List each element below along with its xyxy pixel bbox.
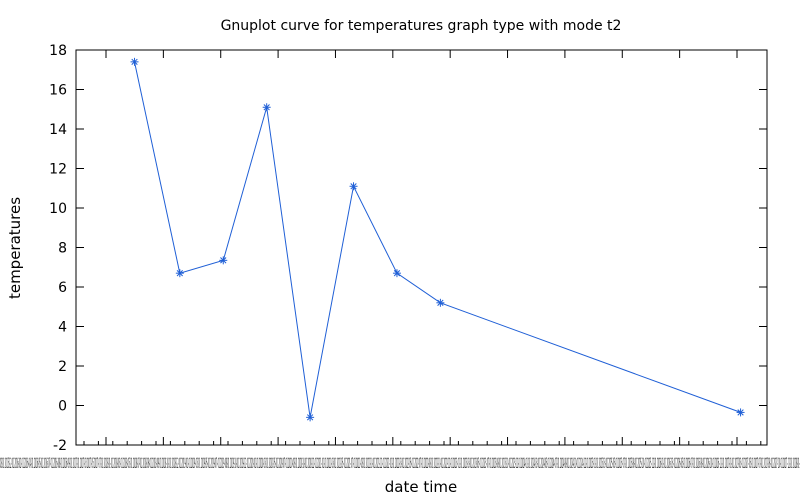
data-point-stroke xyxy=(263,104,270,111)
data-point xyxy=(306,413,315,422)
data-point-stroke xyxy=(350,183,357,190)
x-tick-labels: -01 2015-08-01 2015-12-01 2016-02-01 201… xyxy=(0,456,800,472)
y-axis: -2 0 2 4 6 8 10 12 14 16 18 xyxy=(49,43,767,454)
y-tick-label: 14 xyxy=(49,122,67,138)
data-point xyxy=(175,269,184,278)
data-point-stroke xyxy=(393,270,401,277)
y-tick-label: -2 xyxy=(53,438,67,454)
y-tick-label: 6 xyxy=(58,280,67,296)
y-tick-label: 10 xyxy=(49,201,67,217)
data-point xyxy=(736,408,745,417)
y-tick-label: 2 xyxy=(58,359,67,375)
data-point-stroke xyxy=(437,299,444,306)
data-point xyxy=(392,269,401,278)
data-point xyxy=(262,103,271,112)
data-point xyxy=(219,256,228,265)
data-point-stroke xyxy=(220,257,227,264)
y-tick-label: 12 xyxy=(49,162,67,178)
data-point-stroke xyxy=(306,414,314,421)
data-point-stroke xyxy=(737,409,744,416)
y-tick-label: 16 xyxy=(49,83,67,99)
x-axis: -01 2015-08-01 2015-12-01 2016-02-01 201… xyxy=(0,50,800,472)
y-tick-label: 0 xyxy=(58,399,67,415)
y-tick-label: 4 xyxy=(58,320,67,336)
y-axis-label: temperatures xyxy=(6,197,24,299)
chart-title: Gnuplot curve for temperatures graph typ… xyxy=(221,18,622,34)
series-layer xyxy=(130,57,745,422)
data-point-stroke xyxy=(176,270,183,277)
data-point xyxy=(436,298,445,307)
data-point xyxy=(349,182,358,191)
y-tick-label: 18 xyxy=(49,43,67,59)
x-axis-label: date time xyxy=(385,478,457,496)
data-point-stroke xyxy=(131,58,138,66)
y-tick-label: 8 xyxy=(58,241,67,257)
data-point xyxy=(130,57,139,66)
